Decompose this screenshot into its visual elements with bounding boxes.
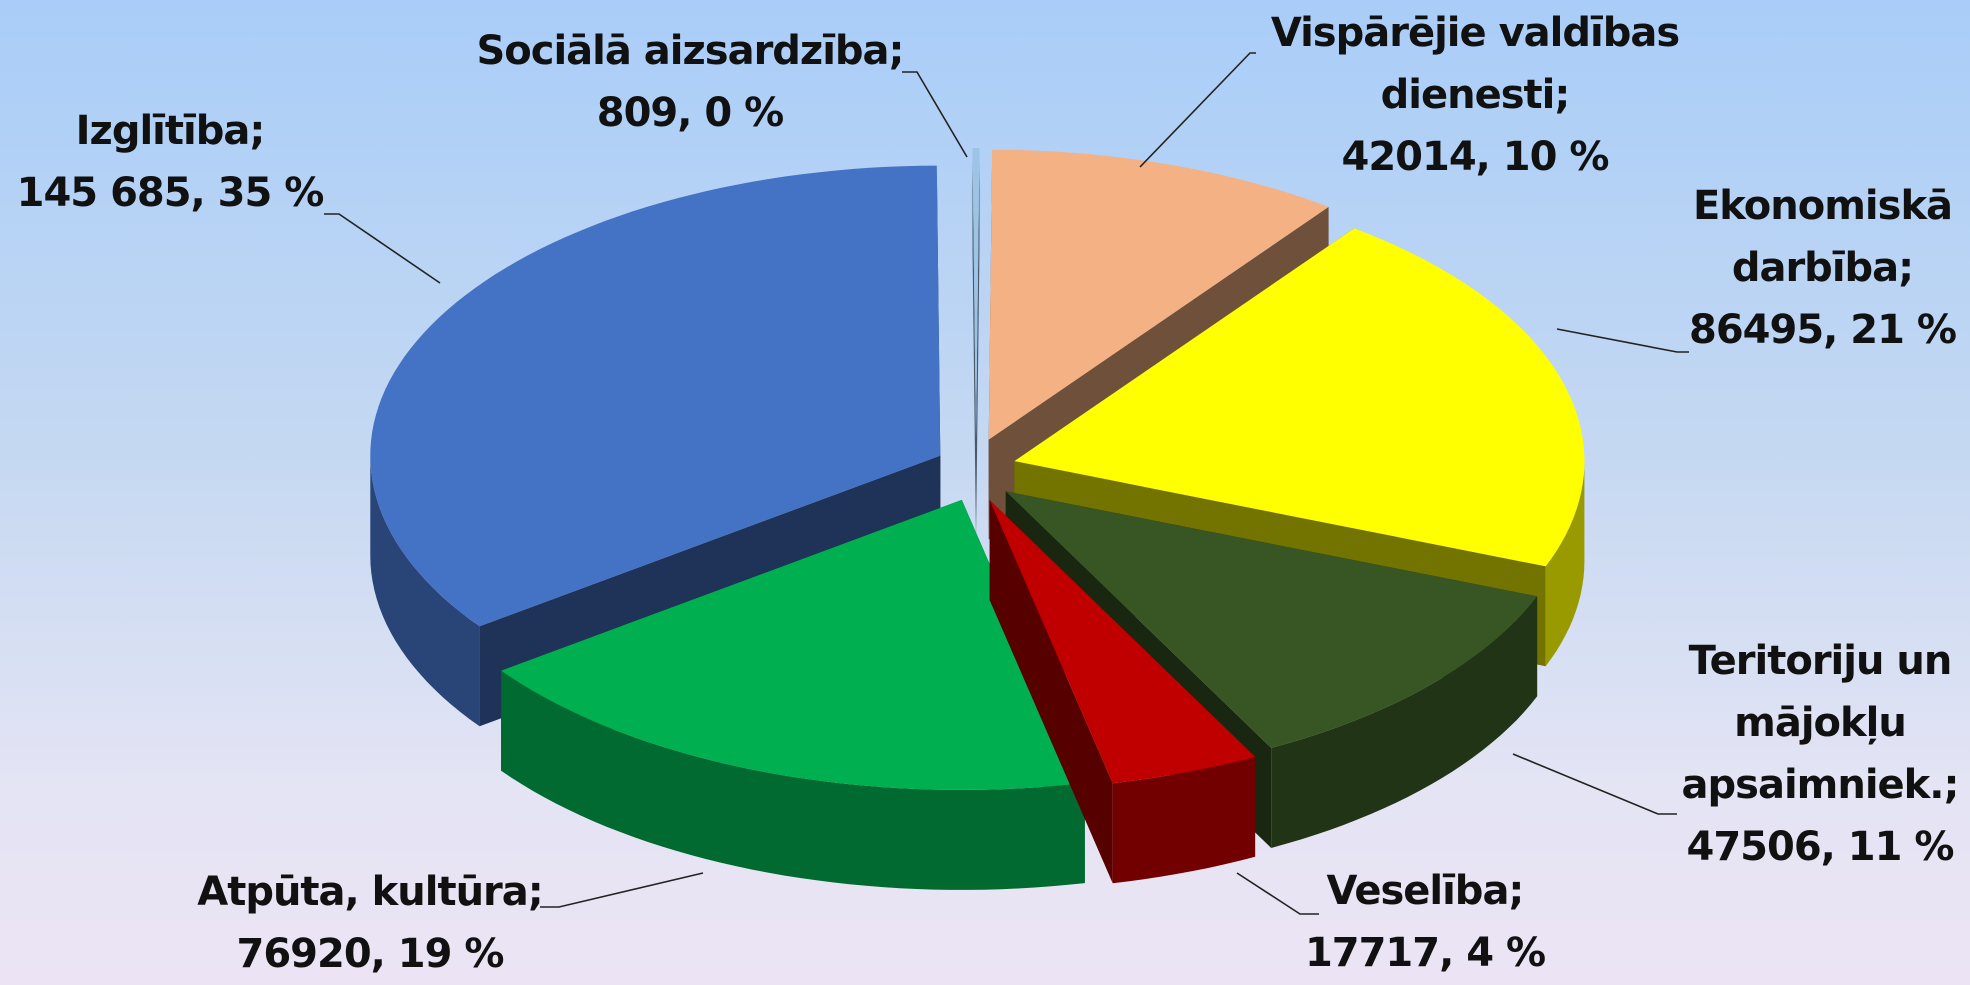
- slice: [1005, 491, 1538, 748]
- leader-line: [1236, 872, 1319, 915]
- label-value: 47506, 11 %: [1686, 824, 1955, 870]
- slice-wall: [989, 500, 1113, 884]
- leader-line: [902, 71, 968, 158]
- label-name: Ekonomiskā darbība;: [1692, 183, 1953, 291]
- data-label: Izglītība; 145 685, 35 %: [0, 100, 340, 224]
- data-label: Vispārējie valdības dienesti; 42014, 10 %: [1230, 2, 1720, 188]
- label-value: 86495, 21 %: [1689, 307, 1957, 353]
- slice: [972, 148, 980, 438]
- slice-wall: [972, 148, 976, 538]
- label-name: Vispārējie valdības dienesti;: [1270, 10, 1680, 118]
- leader-line: [1512, 753, 1677, 815]
- slice: [1014, 228, 1585, 567]
- data-label: Ekonomiskā darbība; 86495, 21 %: [1675, 175, 1970, 361]
- leader-line: [1556, 328, 1689, 353]
- label-value: 76920, 19 %: [236, 931, 505, 977]
- slice: [989, 500, 1256, 784]
- slice-side: [370, 455, 480, 727]
- leader-line: [324, 213, 441, 284]
- slice-side: [501, 670, 1085, 890]
- pie: [370, 148, 1585, 890]
- slice-wall: [976, 148, 980, 538]
- label-name: Teritoriju un mājokļu apsaimniek.;: [1681, 638, 1960, 808]
- slice-side: [1112, 756, 1256, 884]
- data-label: Sociālā aizsardzība; 809, 0 %: [450, 20, 930, 144]
- label-name: Veselība;: [1326, 868, 1525, 914]
- data-label: Teritoriju un mājokļu apsaimniek.; 47506,…: [1670, 630, 1970, 878]
- data-label: Veselība; 17717, 4 %: [1260, 860, 1590, 984]
- label-value: 17717, 4 %: [1304, 930, 1546, 976]
- label-value: 809, 0 %: [596, 90, 784, 136]
- label-name: Sociālā aizsardzība;: [476, 28, 904, 74]
- slice-side: [1545, 461, 1585, 667]
- slice: [988, 149, 1329, 440]
- leader-lines: [324, 52, 1689, 915]
- slice: [370, 165, 941, 627]
- label-name: Izglītība;: [75, 108, 266, 154]
- data-label: Atpūta, kultūra; 76920, 19 %: [160, 861, 580, 985]
- leader-line: [1139, 52, 1256, 168]
- label-value: 145 685, 35 %: [16, 170, 325, 216]
- label-name: Atpūta, kultūra;: [197, 869, 544, 915]
- label-value: 42014, 10 %: [1341, 134, 1610, 180]
- leader-line: [540, 872, 704, 908]
- slice: [501, 499, 1085, 790]
- slice-side: [1271, 596, 1538, 848]
